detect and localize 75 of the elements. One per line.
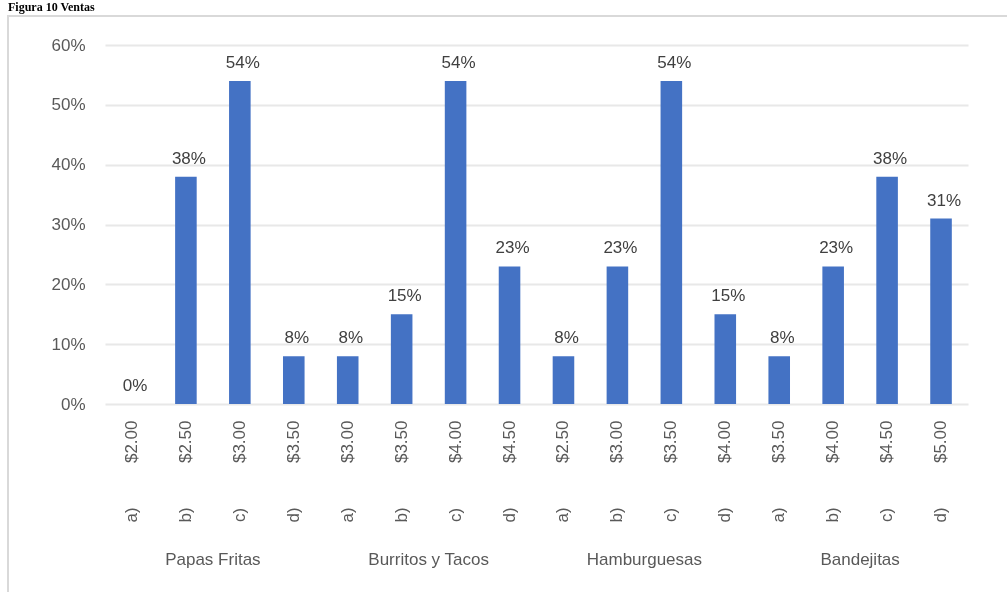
bar xyxy=(229,80,251,404)
x-tick-label: $3.50 xyxy=(661,420,681,464)
text: c) xyxy=(229,507,249,523)
text: Papas Fritas xyxy=(165,550,261,569)
text: a) xyxy=(553,507,573,523)
x-tick-label: $5.00 xyxy=(931,420,951,464)
x-tick-label: $3.00 xyxy=(229,420,249,464)
text: Bandejitas xyxy=(820,550,900,569)
bar xyxy=(444,80,467,404)
data-label: 23% xyxy=(603,238,638,258)
bar xyxy=(336,356,359,404)
bar xyxy=(714,314,737,404)
bar xyxy=(606,266,629,404)
text: a) xyxy=(337,507,357,523)
x-tick-label: $3.50 xyxy=(769,420,789,464)
y-tick-label: 10% xyxy=(51,334,86,354)
data-label: 8% xyxy=(338,328,364,348)
data-label: 8% xyxy=(284,328,310,348)
text: c) xyxy=(445,507,465,523)
x-tick-label: $4.00 xyxy=(715,420,735,464)
data-label: 54% xyxy=(441,52,476,72)
x-tick-label: $2.50 xyxy=(175,420,195,464)
text: d) xyxy=(715,507,735,523)
text: b) xyxy=(823,507,843,523)
text: a) xyxy=(121,507,141,523)
data-label: 23% xyxy=(819,238,854,258)
data-label: 0% xyxy=(122,376,148,395)
bar xyxy=(768,356,791,404)
data-label: 31% xyxy=(927,190,962,210)
data-label: 23% xyxy=(495,238,530,258)
bar xyxy=(175,176,197,404)
text: a) xyxy=(769,507,789,523)
bar xyxy=(390,314,413,404)
x-tick-label: $3.50 xyxy=(391,420,411,464)
text: d) xyxy=(499,507,519,523)
bar xyxy=(876,176,898,404)
y-tick-label: 50% xyxy=(51,95,86,115)
text: b) xyxy=(607,507,627,523)
data-label: 38% xyxy=(873,148,908,168)
x-tick-label: $3.00 xyxy=(337,420,357,464)
text: b) xyxy=(391,507,411,523)
text: d) xyxy=(931,507,951,523)
text: c) xyxy=(877,507,897,523)
x-tick-label: $4.50 xyxy=(877,420,897,464)
x-tick-label: $2.00 xyxy=(121,420,141,464)
data-label: 8% xyxy=(769,328,795,348)
data-label: 38% xyxy=(171,148,206,168)
bar xyxy=(282,356,305,404)
y-tick-label: 60% xyxy=(51,35,86,55)
text: b) xyxy=(175,507,195,523)
y-tick-label: 0% xyxy=(60,394,86,414)
text: Hamburguesas xyxy=(586,550,703,569)
x-tick-label: $3.50 xyxy=(283,420,303,464)
text: d) xyxy=(283,507,303,523)
y-tick-label: 30% xyxy=(51,215,86,234)
bar xyxy=(822,266,844,404)
bar xyxy=(552,356,575,404)
bar xyxy=(660,80,683,404)
data-label: 15% xyxy=(387,286,422,306)
data-label: 15% xyxy=(711,286,746,306)
x-tick-label: $3.00 xyxy=(607,420,627,464)
chart-title: Figura 10 Ventas xyxy=(8,0,96,14)
x-tick-label: $4.50 xyxy=(499,420,519,464)
data-label: 54% xyxy=(657,52,692,72)
text: Burritos y Tacos xyxy=(368,550,489,569)
x-tick-label: $4.00 xyxy=(445,420,465,464)
x-tick-label: $4.00 xyxy=(823,420,843,464)
text: c) xyxy=(661,507,681,523)
bar xyxy=(930,218,952,404)
x-tick-label: $2.50 xyxy=(553,420,573,464)
y-tick-label: 40% xyxy=(51,155,86,175)
data-label: 54% xyxy=(225,52,260,72)
y-tick-label: 20% xyxy=(51,274,86,294)
data-label: 8% xyxy=(554,328,579,348)
bar xyxy=(498,266,521,404)
